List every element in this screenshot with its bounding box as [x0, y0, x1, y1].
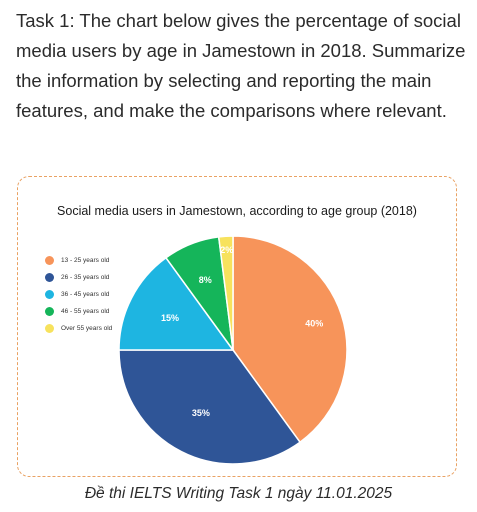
slice-value-label: 15% [161, 313, 179, 323]
legend-label: 46 - 55 years old [61, 307, 110, 315]
legend-swatch [45, 323, 54, 333]
chart-legend: 13 - 25 years old 26 - 35 years old 36 - 4… [45, 252, 112, 336]
legend-item: 36 - 45 years old [45, 286, 112, 303]
slice-value-label: 35% [192, 408, 210, 418]
pie-slice [217, 235, 234, 351]
slice-value-label: 40% [305, 319, 323, 329]
legend-item: 26 - 35 years old [45, 269, 112, 286]
legend-item: 46 - 55 years old [45, 303, 112, 320]
legend-label: 26 - 35 years old [61, 273, 110, 281]
legend-item: 13 - 25 years old [45, 252, 112, 269]
legend-swatch [45, 272, 54, 282]
exam-caption: Đề thi IELTS Writing Task 1 ngày 11.01.2… [84, 485, 393, 502]
legend-swatch [45, 289, 54, 299]
chart-card: Social media users in Jamestown, accordi… [17, 176, 457, 477]
pie-chart: 40% 35% 15% 8% 2% [118, 235, 348, 465]
slice-value-label: 8% [199, 275, 212, 285]
legend-label: 13 - 25 years old [61, 256, 110, 264]
pie-slice [118, 256, 235, 351]
legend-swatch [45, 255, 54, 265]
slice-value-label: 2% [220, 245, 233, 255]
pie-slice [118, 349, 302, 465]
task-prompt: Task 1: The chart below gives the percen… [16, 10, 466, 121]
legend-label: 36 - 45 years old [61, 290, 110, 298]
pie-slice [232, 235, 348, 444]
legend-label: Over 55 years old [61, 324, 113, 332]
legend-item: Over 55 years old [45, 320, 112, 337]
chart-title: Social media users in Jamestown, accordi… [57, 204, 417, 218]
legend-swatch [45, 306, 54, 316]
